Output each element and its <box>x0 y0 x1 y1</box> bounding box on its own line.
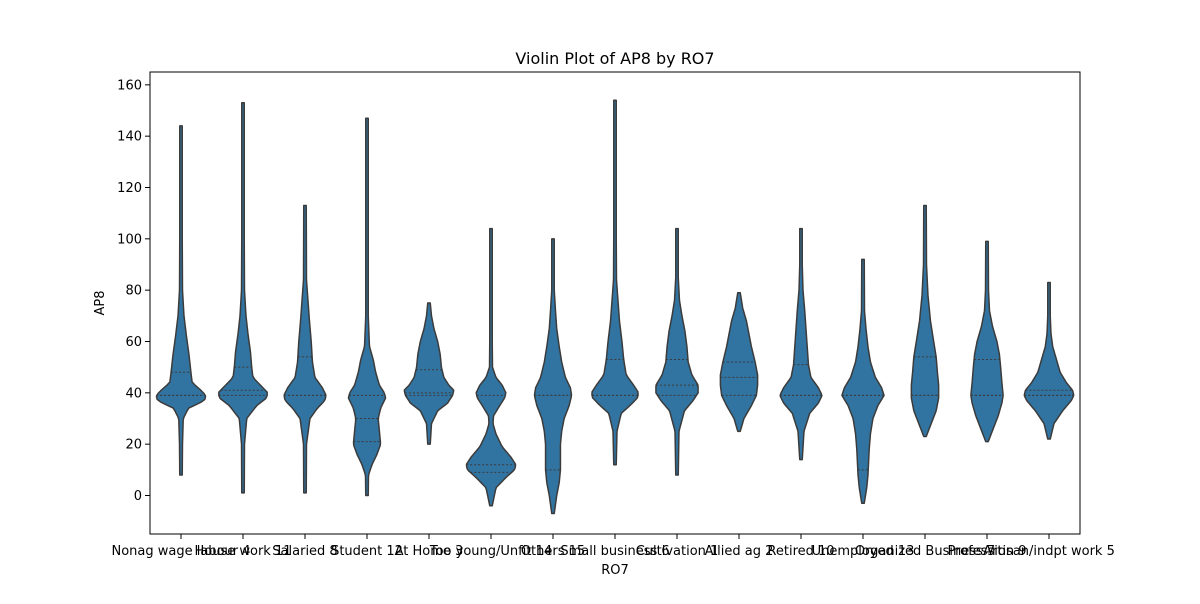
violin-body <box>465 227 517 507</box>
x-tick-label: Salaried 8 <box>272 544 337 559</box>
violin-body <box>347 117 387 497</box>
violin-11 <box>779 227 823 461</box>
violin-body <box>1023 281 1075 440</box>
violin-10 <box>719 291 759 433</box>
violin-2 <box>218 102 268 494</box>
y-tick-label: 0 <box>134 489 142 504</box>
y-tick-label: 80 <box>125 284 142 299</box>
x-tick-label: Cultivation 1 <box>636 544 719 559</box>
violin-body <box>533 238 573 515</box>
y-tick-label: 120 <box>117 181 142 196</box>
y-tick-label: 100 <box>117 232 142 247</box>
violin-body <box>218 102 268 494</box>
violin-6 <box>465 227 517 507</box>
violin-body <box>403 302 455 445</box>
x-tick-label: Allied ag 2 <box>705 544 774 559</box>
violin-body <box>155 125 207 476</box>
violin-7 <box>533 238 573 515</box>
violin-13 <box>910 204 940 438</box>
x-tick-label: Student 12 <box>331 544 403 559</box>
x-tick-label: House work 11 <box>194 544 291 559</box>
violins-layer <box>155 99 1075 515</box>
x-tick-label: Artisan/indpt work 5 <box>983 544 1115 559</box>
x-tick-label: Small business 6 <box>560 544 669 559</box>
violin-body <box>591 99 639 466</box>
x-axis-label: RO7 <box>601 563 629 578</box>
violin-12 <box>841 258 885 504</box>
y-axis-label: AP8 <box>93 290 108 315</box>
x-tick-label: Retired 10 <box>767 544 834 559</box>
y-tick-label: 20 <box>125 438 142 453</box>
violin-4 <box>347 117 387 497</box>
x-tick-label: Others 15 <box>521 544 585 559</box>
violin-body <box>910 204 940 438</box>
violin-14 <box>970 240 1004 443</box>
violin-15 <box>1023 281 1075 440</box>
violin-body <box>283 204 327 494</box>
violin-3 <box>283 204 327 494</box>
y-tick-label: 160 <box>117 78 142 93</box>
x-tick-label: Organized Business 7 <box>855 544 995 559</box>
x-tick-label: Nonag wage labour 4 <box>111 544 250 559</box>
violin-body <box>841 258 885 504</box>
violin-8 <box>591 99 639 466</box>
y-axis: 0 20 40 60 80 100 120 140 160 <box>117 78 150 504</box>
violin-5 <box>403 302 455 445</box>
chart-title: Violin Plot of AP8 by RO7 <box>515 49 714 68</box>
violin-9 <box>655 227 699 476</box>
y-tick-label: 60 <box>125 335 142 350</box>
y-tick-label: 40 <box>125 386 142 401</box>
violin-body <box>779 227 823 461</box>
y-tick-label: 140 <box>117 130 142 145</box>
x-tick-label: Too young/Unfit 14 <box>429 544 552 559</box>
violin-body <box>970 240 1004 443</box>
x-tick-label: Profession 9 <box>948 544 1027 559</box>
x-tick-label: Unemployed 13 <box>812 544 915 559</box>
violin-body <box>655 227 699 476</box>
x-tick-label: At Home 3 <box>395 544 464 559</box>
violin-1 <box>155 125 207 476</box>
